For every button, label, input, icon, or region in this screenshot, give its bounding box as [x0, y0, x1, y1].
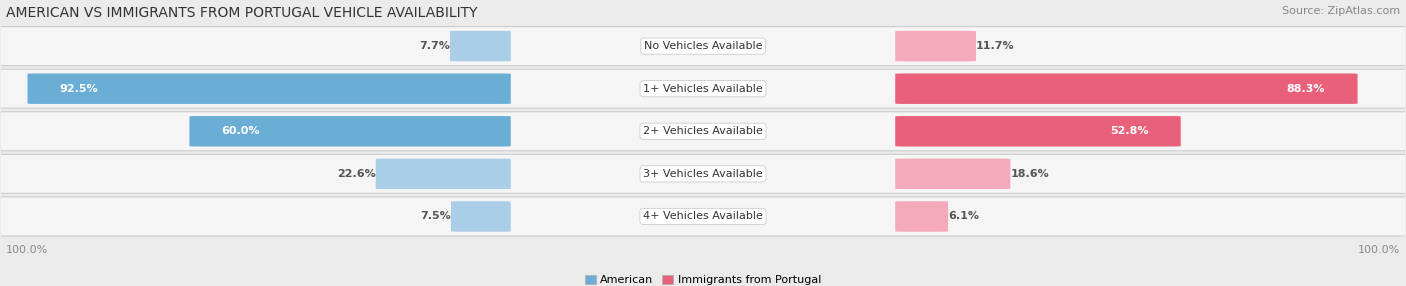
- FancyBboxPatch shape: [375, 159, 510, 189]
- FancyBboxPatch shape: [0, 197, 1406, 236]
- FancyBboxPatch shape: [451, 201, 510, 232]
- Text: 11.7%: 11.7%: [976, 41, 1015, 51]
- Text: 60.0%: 60.0%: [222, 126, 260, 136]
- FancyBboxPatch shape: [28, 74, 510, 104]
- Text: 22.6%: 22.6%: [337, 169, 375, 179]
- FancyBboxPatch shape: [896, 116, 1181, 146]
- Text: 88.3%: 88.3%: [1286, 84, 1326, 94]
- Text: AMERICAN VS IMMIGRANTS FROM PORTUGAL VEHICLE AVAILABILITY: AMERICAN VS IMMIGRANTS FROM PORTUGAL VEH…: [6, 6, 477, 20]
- Text: 3+ Vehicles Available: 3+ Vehicles Available: [643, 169, 763, 179]
- Text: No Vehicles Available: No Vehicles Available: [644, 41, 762, 51]
- Text: 92.5%: 92.5%: [60, 84, 98, 94]
- FancyBboxPatch shape: [896, 31, 976, 61]
- FancyBboxPatch shape: [896, 74, 1358, 104]
- FancyBboxPatch shape: [896, 159, 1011, 189]
- Text: 1+ Vehicles Available: 1+ Vehicles Available: [643, 84, 763, 94]
- FancyBboxPatch shape: [0, 69, 1406, 108]
- FancyBboxPatch shape: [896, 201, 948, 232]
- FancyBboxPatch shape: [0, 112, 1406, 151]
- FancyBboxPatch shape: [0, 27, 1406, 65]
- Text: 7.7%: 7.7%: [419, 41, 450, 51]
- Text: Source: ZipAtlas.com: Source: ZipAtlas.com: [1282, 6, 1400, 16]
- Text: 7.5%: 7.5%: [420, 211, 451, 221]
- Text: 4+ Vehicles Available: 4+ Vehicles Available: [643, 211, 763, 221]
- FancyBboxPatch shape: [190, 116, 510, 146]
- Text: 6.1%: 6.1%: [948, 211, 979, 221]
- FancyBboxPatch shape: [0, 154, 1406, 193]
- Text: 100.0%: 100.0%: [6, 245, 48, 255]
- Text: 2+ Vehicles Available: 2+ Vehicles Available: [643, 126, 763, 136]
- FancyBboxPatch shape: [450, 31, 510, 61]
- Text: 52.8%: 52.8%: [1109, 126, 1149, 136]
- Text: 100.0%: 100.0%: [1358, 245, 1400, 255]
- Text: 18.6%: 18.6%: [1011, 169, 1049, 179]
- Legend: American, Immigrants from Portugal: American, Immigrants from Portugal: [581, 271, 825, 286]
